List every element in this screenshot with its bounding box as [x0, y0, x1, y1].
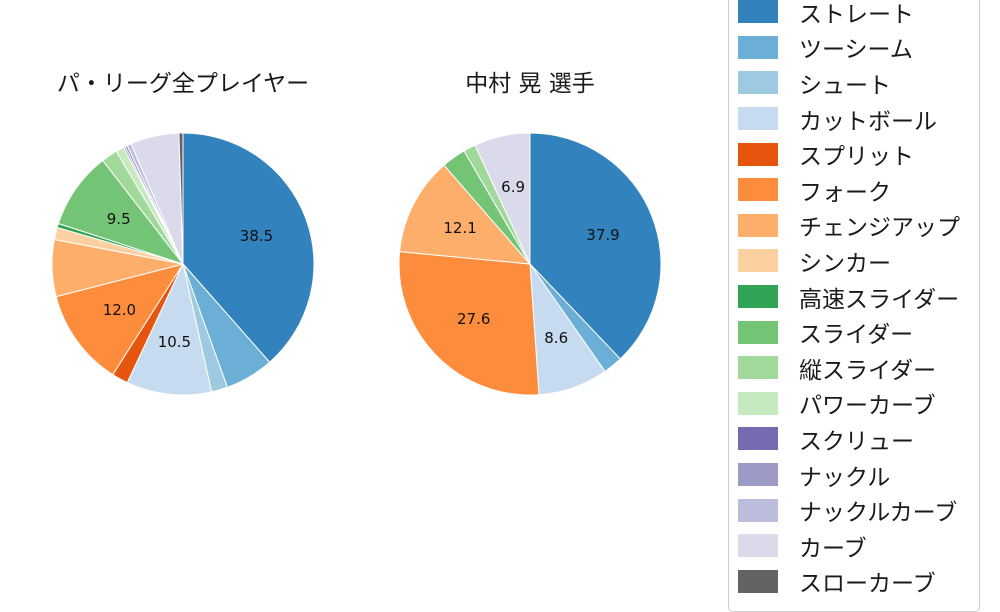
pie-slice [399, 164, 531, 265]
legend-label: チェンジアップ [799, 215, 960, 242]
legend-label: スライダー [799, 322, 914, 349]
pie-slice [474, 132, 531, 265]
legend-swatch [738, 427, 778, 451]
legend-swatch [738, 35, 778, 59]
legend-item: フォーク [738, 172, 979, 208]
legend-item: カーブ [738, 528, 979, 564]
pie-slice-label: 6.9 [501, 178, 525, 196]
legend-swatch [738, 320, 778, 344]
legend-item: 高速スライダー [738, 279, 979, 315]
legend-swatch [738, 534, 778, 558]
legend-swatch [738, 498, 778, 522]
legend-swatch [738, 71, 778, 95]
legend-item: 縦スライダー [738, 350, 979, 386]
legend-item: パワーカーブ [738, 386, 979, 422]
legend-item: ツーシーム [738, 30, 979, 66]
legend-item: スクリュー [738, 421, 979, 457]
legend-item: シュート [738, 65, 979, 101]
legend-label: カットボール [799, 108, 937, 135]
legend-label: スローカーブ [799, 571, 936, 598]
legend-item: スローカーブ [738, 564, 979, 600]
chart-title-left: パ・リーグ全プレイヤー [56, 71, 310, 97]
legend-swatch [738, 142, 778, 166]
legend-item: スプリット [738, 136, 979, 172]
legend-swatch [738, 569, 778, 593]
pie-slice [57, 159, 184, 265]
legend-item: チェンジアップ [738, 208, 979, 244]
pie-slice [398, 251, 540, 396]
pie-slice-label: 12.1 [443, 219, 476, 237]
pie-slice [529, 132, 662, 360]
legend-label: ストレート [799, 1, 914, 28]
legend-swatch [738, 285, 778, 309]
legend-label: ナックルカーブ [799, 500, 958, 527]
pie-chart-player: 37.9 8.6 27.6 12.1 6.9 [398, 132, 662, 396]
legend-label: ナックル [799, 464, 891, 491]
legend-swatch [738, 463, 778, 487]
pie-slice-label: 12.0 [103, 301, 136, 319]
legend-label: パワーカーブ [799, 393, 936, 420]
legend-swatch [738, 249, 778, 273]
legend-label: シンカー [799, 250, 891, 277]
legend-label: スプリット [799, 144, 914, 171]
pie-slice [126, 263, 213, 396]
pie-slice-label: 10.5 [158, 333, 191, 351]
legend-swatch [738, 213, 778, 237]
pie-slice-label: 8.6 [544, 329, 568, 347]
legend-label: フォーク [799, 179, 891, 206]
legend-label: ツーシーム [799, 37, 913, 64]
pie-slice-label: 38.5 [240, 227, 273, 245]
legend-item: スライダー [738, 314, 979, 350]
legend-swatch [738, 391, 778, 415]
legend-item: シンカー [738, 243, 979, 279]
pie-slice [55, 263, 184, 376]
chart-title-right: 中村 晃 選手 [465, 71, 595, 97]
pie-chart-league: 38.5 10.5 12.0 9.5 [51, 132, 315, 396]
legend-item: ナックルカーブ [738, 492, 979, 528]
pie-slice-label: 37.9 [586, 226, 619, 244]
legend-label: シュート [799, 72, 891, 99]
pie-slice-label: 27.6 [457, 310, 490, 328]
pie-slice [178, 132, 184, 265]
legend-item: ストレート [738, 0, 979, 30]
legend-item: ナックル [738, 457, 979, 493]
legend-swatch [738, 178, 778, 202]
pie-slice-label: 9.5 [107, 210, 131, 228]
legend-swatch [738, 0, 778, 24]
pie-slice [182, 132, 315, 363]
legend-label: 縦スライダー [799, 357, 937, 384]
legend-swatch [738, 107, 778, 131]
legend: ストレートツーシームシュートカットボール スプリットフォークチェンジアップ シンカー… [728, 0, 980, 612]
legend-label: スクリュー [799, 428, 914, 455]
legend-item: カットボール [738, 101, 979, 137]
legend-swatch [738, 356, 778, 380]
legend-label: 高速スライダー [799, 286, 960, 313]
legend-label: カーブ [799, 535, 867, 562]
